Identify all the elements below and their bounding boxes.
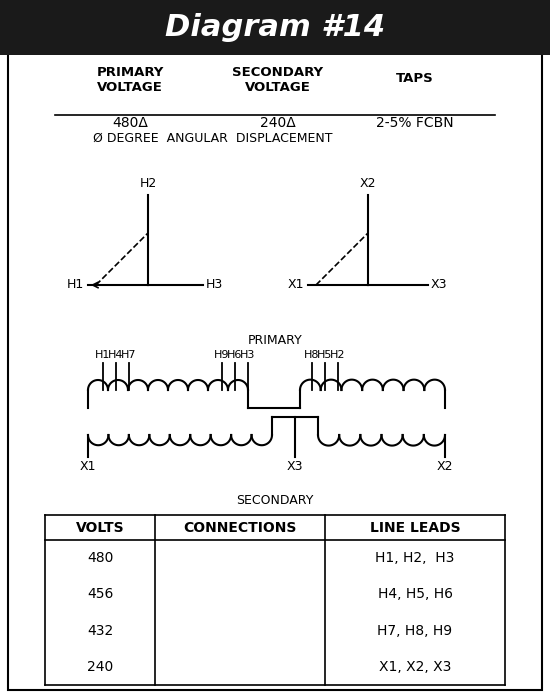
Text: H6: H6: [227, 350, 243, 360]
Text: VOLTS: VOLTS: [76, 521, 124, 535]
Text: 240: 240: [87, 660, 113, 674]
Text: PRIMARY
VOLTAGE: PRIMARY VOLTAGE: [96, 66, 164, 94]
Text: 480: 480: [87, 551, 113, 565]
Text: X1, X2, X3: X1, X2, X3: [379, 660, 451, 674]
Text: SECONDARY: SECONDARY: [236, 493, 314, 507]
Text: H7: H7: [121, 350, 137, 360]
Text: Diagram #14: Diagram #14: [165, 13, 385, 41]
Bar: [0, 0, 550, 55]
Text: H1: H1: [95, 350, 111, 360]
Text: PRIMARY: PRIMARY: [248, 334, 302, 346]
Text: 2-5% FCBN: 2-5% FCBN: [376, 116, 454, 130]
Text: H5: H5: [317, 350, 333, 360]
Text: 480Δ: 480Δ: [112, 116, 148, 130]
Text: H7, H8, H9: H7, H8, H9: [377, 623, 453, 638]
Text: H3: H3: [240, 350, 256, 360]
Text: H4, H5, H6: H4, H5, H6: [377, 588, 453, 602]
Text: X3: X3: [431, 279, 448, 292]
Text: 240Δ: 240Δ: [260, 116, 296, 130]
Text: H2: H2: [330, 350, 346, 360]
Text: X2: X2: [360, 177, 376, 190]
Text: X2: X2: [437, 460, 453, 473]
Text: SECONDARY
VOLTAGE: SECONDARY VOLTAGE: [233, 66, 323, 94]
Text: X3: X3: [287, 460, 303, 473]
Text: H9: H9: [214, 350, 230, 360]
Text: H3: H3: [206, 279, 223, 292]
Text: LINE LEADS: LINE LEADS: [370, 521, 460, 535]
Text: 456: 456: [87, 588, 113, 602]
Text: H4: H4: [108, 350, 124, 360]
Text: TAPS: TAPS: [396, 71, 434, 84]
Text: Ø DEGREE  ANGULAR  DISPLACEMENT: Ø DEGREE ANGULAR DISPLACEMENT: [94, 131, 333, 144]
Text: X1: X1: [80, 460, 96, 473]
Text: H1, H2,  H3: H1, H2, H3: [375, 551, 455, 565]
Text: 432: 432: [87, 623, 113, 638]
Text: CONNECTIONS: CONNECTIONS: [183, 521, 296, 535]
Text: H8: H8: [304, 350, 320, 360]
Text: H2: H2: [139, 177, 157, 190]
Text: H1: H1: [67, 279, 84, 292]
Text: X1: X1: [288, 279, 304, 292]
